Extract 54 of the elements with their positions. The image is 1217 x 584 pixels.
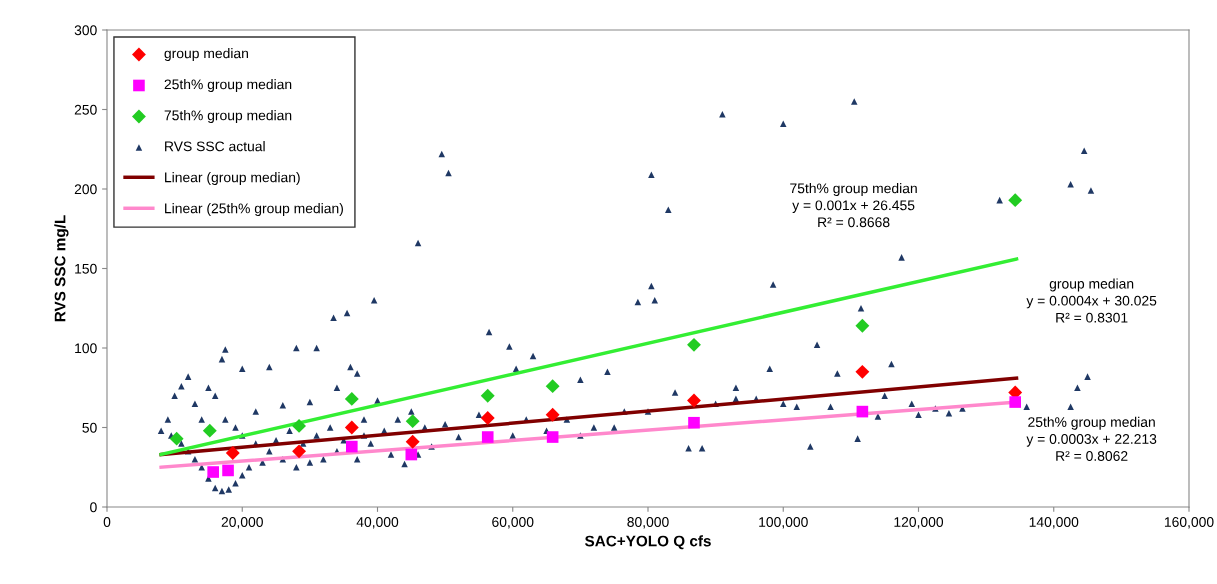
point bbox=[207, 466, 219, 478]
point bbox=[687, 337, 701, 352]
legend-label: 75th% group median bbox=[164, 110, 292, 124]
point bbox=[545, 379, 560, 394]
x-tick-label: 120,000 bbox=[894, 517, 944, 529]
y-axis-title: RVS SSC mg/L bbox=[54, 215, 69, 322]
annotation: 25th% group median y = 0.0003x + 22.213 R² = 0.8062 bbox=[1026, 416, 1157, 461]
y-tick-label: 50 bbox=[82, 422, 97, 433]
point bbox=[344, 391, 359, 406]
point bbox=[1008, 193, 1023, 208]
x-tick-label: 140,000 bbox=[1029, 517, 1079, 529]
point bbox=[687, 393, 701, 408]
point bbox=[169, 431, 184, 446]
point bbox=[855, 318, 870, 333]
y-tick-label: 150 bbox=[75, 263, 97, 274]
point bbox=[545, 407, 560, 422]
x-tick-label: 160,000 bbox=[1164, 517, 1214, 529]
x-tick-label: 20,000 bbox=[221, 517, 263, 529]
point bbox=[480, 411, 495, 425]
point bbox=[202, 423, 217, 438]
point bbox=[688, 416, 700, 429]
y-tick-label: 100 bbox=[75, 343, 97, 354]
point bbox=[405, 434, 420, 449]
point bbox=[855, 364, 870, 379]
point bbox=[225, 446, 240, 460]
point bbox=[222, 464, 234, 477]
point bbox=[292, 418, 306, 433]
point bbox=[292, 444, 306, 459]
x-tick-label: 100,000 bbox=[759, 517, 808, 529]
point bbox=[481, 431, 494, 443]
annotation: 75th% group median y = 0.001x + 26.455 R² = 0.8668 bbox=[790, 183, 917, 228]
y-tick-label: 300 bbox=[74, 25, 97, 36]
x-tick-label: 0 bbox=[103, 517, 111, 527]
x-tick-label: 60,000 bbox=[492, 517, 534, 529]
y-tick-label: 250 bbox=[74, 104, 97, 115]
x-tick-label: 40,000 bbox=[356, 517, 399, 529]
point bbox=[856, 405, 869, 418]
x-tick-label: 80,000 bbox=[627, 517, 669, 529]
legend-label: Linear (25th% group median) bbox=[165, 203, 343, 217]
point bbox=[344, 420, 359, 435]
x-axis-title: SAC+YOLO Q cfs bbox=[584, 535, 711, 550]
point bbox=[546, 431, 559, 443]
legend-label: 25th% group median bbox=[164, 79, 292, 93]
y-tick-label: 200 bbox=[74, 184, 97, 195]
legend-label: group median bbox=[164, 48, 248, 61]
annotation: group median y = 0.0004x + 30.025 R² = 0.8301 bbox=[1026, 278, 1157, 323]
point bbox=[405, 448, 418, 461]
point bbox=[405, 414, 420, 429]
point bbox=[480, 388, 495, 403]
point bbox=[1009, 396, 1022, 408]
legend-label: RVS SSC actual bbox=[165, 141, 265, 152]
point bbox=[345, 440, 358, 453]
y-tick-label: 0 bbox=[90, 502, 97, 513]
legend-label: Linear (group median) bbox=[165, 172, 300, 186]
